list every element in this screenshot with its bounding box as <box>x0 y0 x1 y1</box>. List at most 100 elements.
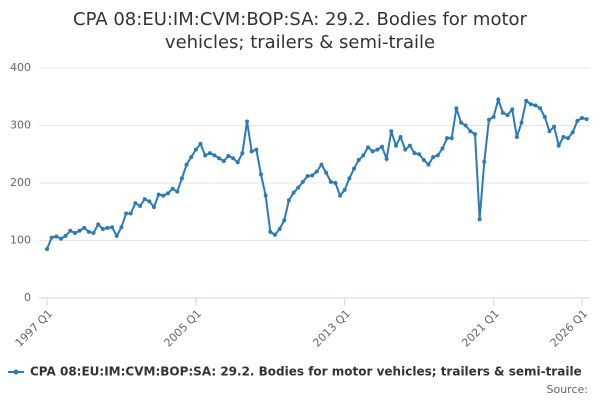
legend-label: CPA 08:EU:IM:CVM:BOP:SA: 29.2. Bodies fo… <box>30 365 582 379</box>
data-point <box>370 149 375 154</box>
series-line <box>46 96 587 250</box>
data-point <box>496 97 501 102</box>
data-point <box>105 225 110 230</box>
data-point <box>524 98 529 103</box>
data-point <box>580 116 584 121</box>
y-tick-label: 200 <box>10 176 31 189</box>
data-point <box>333 181 338 185</box>
data-point <box>49 235 54 240</box>
data-point <box>249 149 254 154</box>
data-point <box>342 187 347 192</box>
data-point <box>431 155 436 160</box>
data-point <box>584 117 589 122</box>
data-point <box>189 155 194 160</box>
data-point <box>426 162 431 167</box>
data-point <box>296 185 301 190</box>
data-point <box>468 129 473 134</box>
data-point <box>272 232 277 237</box>
data-point <box>412 151 417 156</box>
data-point <box>165 191 170 196</box>
data-point <box>124 211 129 216</box>
data-point <box>305 174 310 179</box>
data-point <box>226 153 231 158</box>
data-point <box>505 113 510 118</box>
data-point <box>133 201 138 206</box>
data-point <box>361 153 366 158</box>
data-point <box>435 153 440 158</box>
data-point <box>54 234 59 239</box>
data-point <box>91 231 96 236</box>
data-point <box>58 236 63 241</box>
data-point <box>310 173 315 178</box>
data-point <box>156 192 161 197</box>
data-point <box>570 130 575 135</box>
data-point <box>454 106 459 111</box>
data-point <box>68 228 73 233</box>
data-point <box>417 152 422 157</box>
data-point <box>207 151 212 156</box>
data-point <box>528 102 533 107</box>
data-point <box>82 225 87 230</box>
data-point <box>533 103 538 108</box>
data-point <box>440 146 445 151</box>
data-point <box>445 136 450 141</box>
data-point <box>198 141 203 146</box>
data-point <box>72 231 77 236</box>
data-point <box>314 169 319 174</box>
source: Source: <box>547 383 589 396</box>
data-point <box>547 129 552 134</box>
x-tick-label: 1997 Q1 <box>13 307 56 350</box>
data-point <box>486 117 491 122</box>
data-point <box>389 129 394 134</box>
x-tick-label: 2013 Q1 <box>310 307 353 350</box>
data-point <box>328 179 333 184</box>
data-point <box>286 198 291 203</box>
data-point <box>375 147 380 152</box>
data-point <box>152 205 156 210</box>
data-point <box>393 143 398 148</box>
data-point <box>514 135 519 139</box>
data-point <box>421 158 426 162</box>
data-point <box>407 143 412 148</box>
data-point <box>193 147 198 152</box>
data-point <box>179 176 184 181</box>
data-point <box>384 156 389 161</box>
x-tick-label: 2026 Q1 <box>548 307 591 350</box>
data-point <box>235 160 240 165</box>
data-point <box>356 158 361 162</box>
chart-title: CPA 08:EU:IM:CVM:BOP:SA: 29.2. Bodies fo… <box>73 9 527 53</box>
data-point <box>500 110 505 115</box>
data-point <box>100 227 105 231</box>
data-point <box>110 225 115 230</box>
data-point <box>347 176 352 181</box>
data-point <box>459 120 464 125</box>
data-point <box>510 107 515 112</box>
data-point <box>138 204 143 208</box>
data-point <box>552 124 557 129</box>
data-point <box>142 197 147 202</box>
data-point <box>324 170 329 175</box>
data-point <box>482 159 487 164</box>
data-point <box>231 156 236 161</box>
data-point <box>63 233 68 238</box>
data-point <box>491 114 496 119</box>
data-point <box>398 135 403 139</box>
x-tick-label: 2021 Q1 <box>459 307 502 350</box>
data-point <box>170 186 175 191</box>
data-point <box>291 190 296 195</box>
data-point <box>538 106 543 111</box>
data-point <box>519 120 524 125</box>
data-point <box>277 227 282 231</box>
y-tick-label: 0 <box>24 291 31 304</box>
data-point <box>161 193 166 198</box>
data-point <box>175 189 180 194</box>
data-point <box>221 159 226 164</box>
data-point <box>96 222 101 227</box>
x-tick-label: 2005 Q1 <box>162 307 205 350</box>
data-point <box>128 211 133 216</box>
data-point <box>114 233 119 238</box>
data-point <box>575 118 580 123</box>
data-point <box>45 247 49 252</box>
legend-marker <box>13 369 19 375</box>
